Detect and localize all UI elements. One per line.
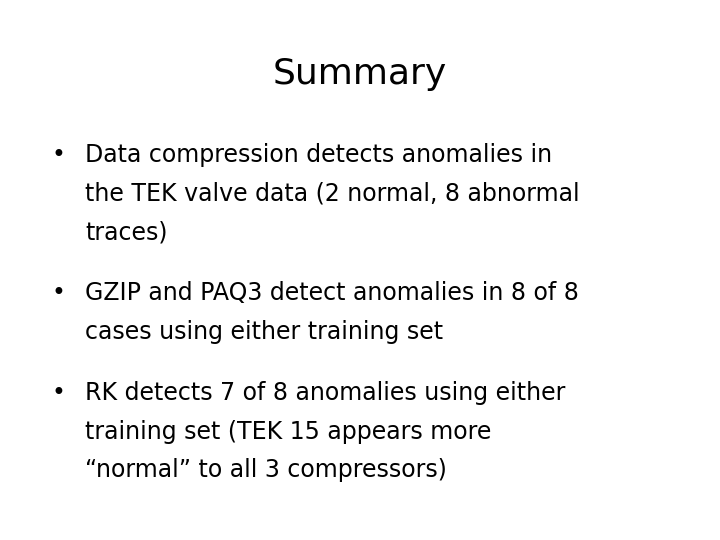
Text: training set (TEK 15 appears more: training set (TEK 15 appears more bbox=[85, 420, 491, 443]
Text: •: • bbox=[52, 281, 66, 305]
Text: traces): traces) bbox=[85, 221, 168, 245]
Text: cases using either training set: cases using either training set bbox=[85, 320, 443, 344]
Text: •: • bbox=[52, 143, 66, 167]
Text: the TEK valve data (2 normal, 8 abnormal: the TEK valve data (2 normal, 8 abnormal bbox=[85, 182, 580, 206]
Text: •: • bbox=[52, 381, 66, 404]
Text: GZIP and PAQ3 detect anomalies in 8 of 8: GZIP and PAQ3 detect anomalies in 8 of 8 bbox=[85, 281, 579, 305]
Text: Data compression detects anomalies in: Data compression detects anomalies in bbox=[85, 143, 552, 167]
Text: “normal” to all 3 compressors): “normal” to all 3 compressors) bbox=[85, 458, 447, 482]
Text: RK detects 7 of 8 anomalies using either: RK detects 7 of 8 anomalies using either bbox=[85, 381, 565, 404]
Text: Summary: Summary bbox=[273, 57, 447, 91]
